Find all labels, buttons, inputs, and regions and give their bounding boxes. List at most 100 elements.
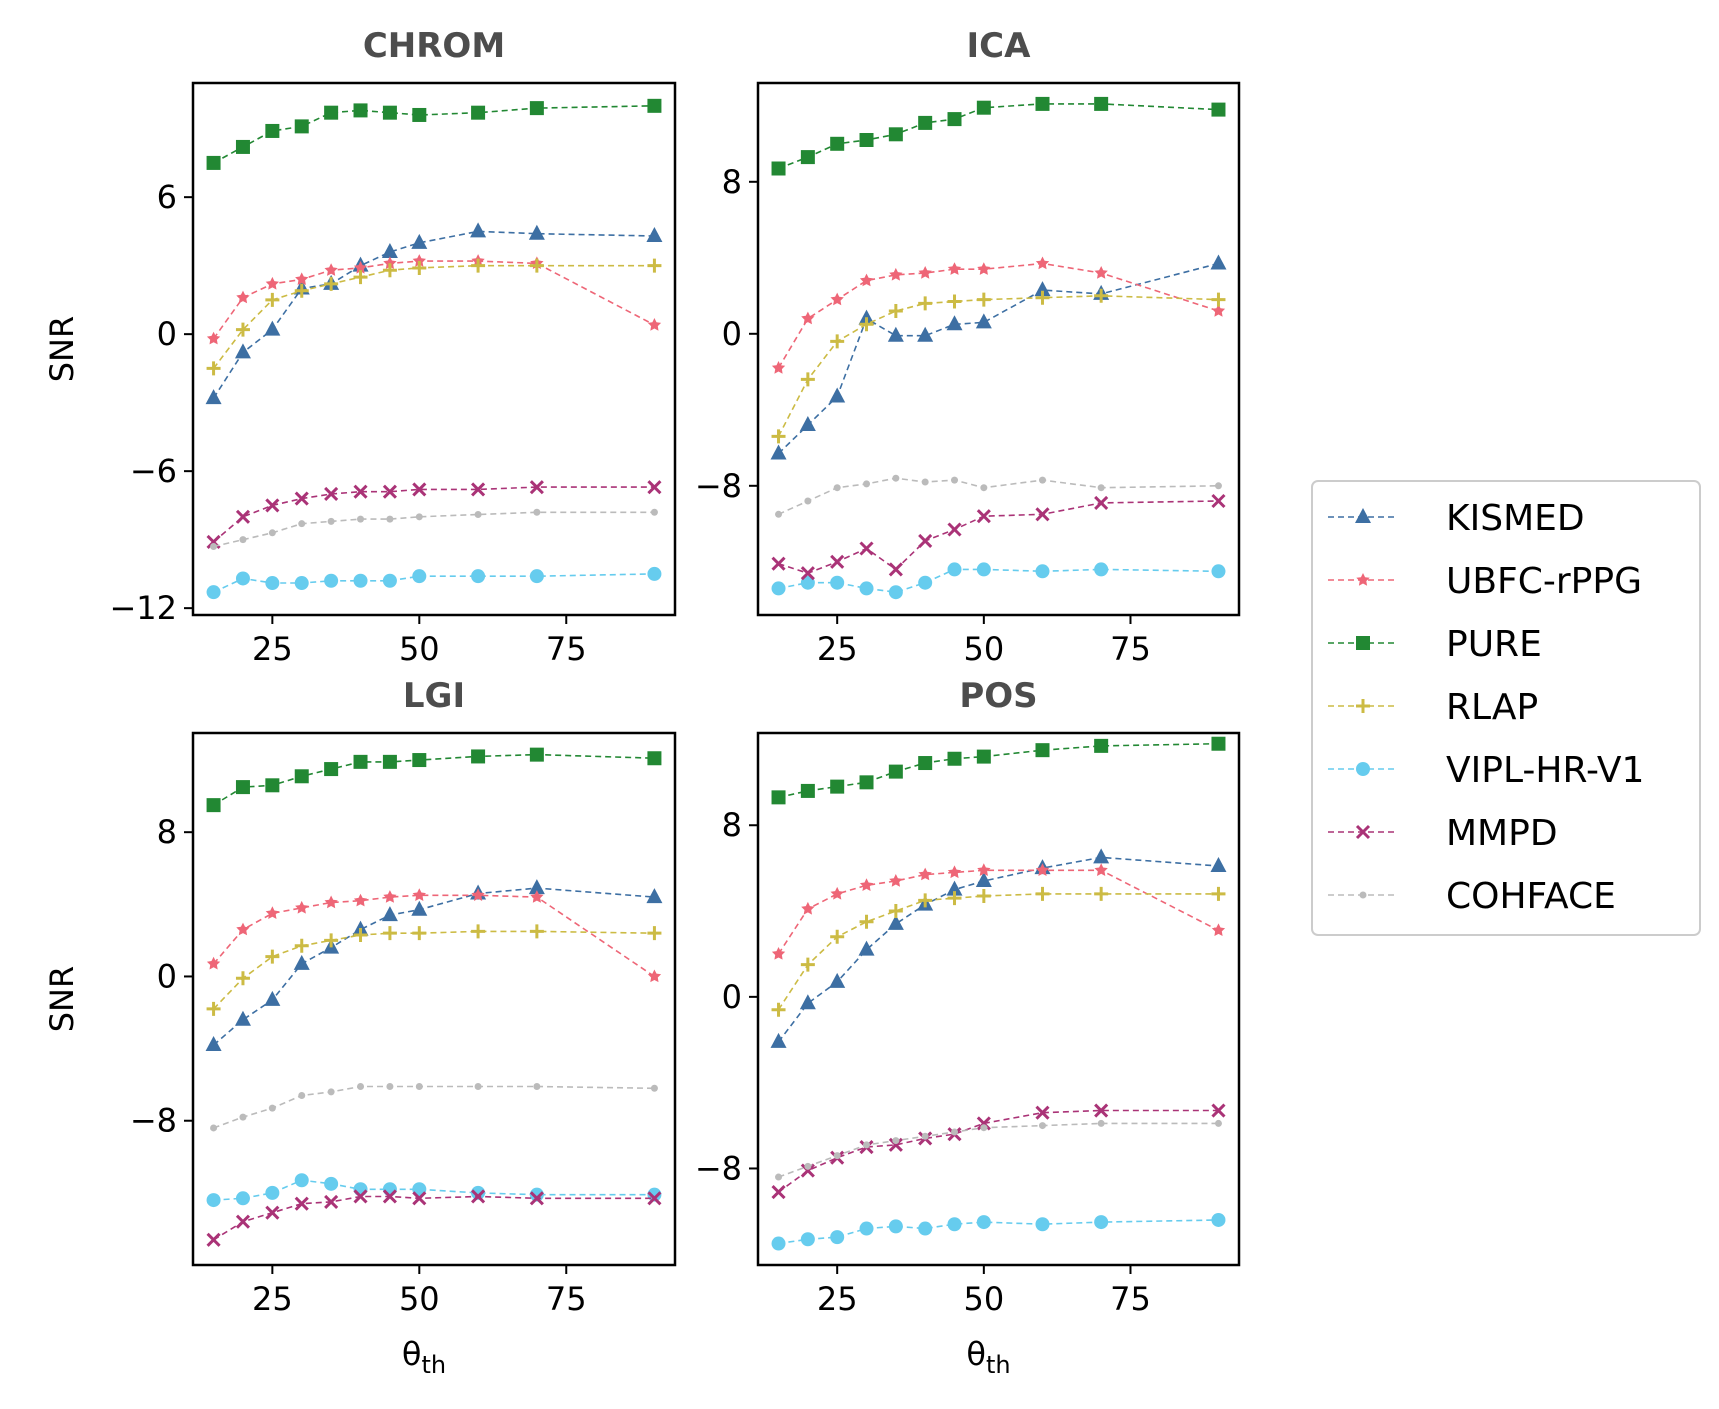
data-point-cohface-pos-40 [921,1132,929,1140]
data-point-ubfc-rppg-chrom-30 [295,272,309,285]
data-point-rlap-lgi-90 [647,926,662,941]
data-point-cohface-chrom-45 [386,515,394,523]
data-point-rlap-lgi-15 [206,1001,221,1016]
data-point-vipl-hr-v1-chrom-15 [206,585,221,600]
y-tick-label-ica-0: −8 [695,467,742,505]
y-tick-label-ica-1: 0 [722,315,742,353]
x-tick-label-ica-25: 25 [817,630,858,668]
data-point-cohface-chrom-70 [533,508,541,516]
panel-title-ica: ICA [967,26,1032,66]
legend-entry-vipl-hr-v1: VIPL-HR-V1 [1328,750,1644,791]
data-point-mmpd-pos-90 [1211,1103,1226,1118]
data-point-pure-ica-90 [1211,102,1226,117]
data-point-pure-ica-40 [918,115,933,130]
panel-title-chrom: CHROM [363,26,505,66]
series-line-ubfc-rppg-ica [777,262,1219,369]
data-point-pure-ica-45 [947,112,962,127]
panel-chrom: CHROM 25 50 75 −12 −6 0 6 SNR [43,26,677,668]
series-ubfc-rppg-lgi [206,888,662,983]
data-point-kismed-pos-35 [887,914,904,930]
y-tick-label-lgi-1: 0 [157,957,177,995]
data-point-pure-lgi-25 [265,778,280,793]
data-point-mmpd-ica-40 [918,533,933,548]
data-point-rlap-chrom-90 [647,258,662,273]
x-tick-label-lgi-25: 25 [252,1280,293,1318]
data-point-rlap-lgi-20 [235,971,250,986]
x-tick-label-lgi-50: 50 [399,1280,440,1318]
data-point-cohface-pos-60 [1038,1122,1046,1130]
legend-entry-ubfc-rppg: UBFC-rPPG [1328,561,1642,602]
data-point-cohface-ica-30 [863,480,871,488]
data-point-ubfc-rppg-chrom-25 [265,276,279,290]
data-point-pure-pos-70 [1094,738,1109,753]
data-point-ubfc-rppg-chrom-35 [324,263,338,276]
data-point-cohface-lgi-45 [386,1082,394,1090]
data-point-kismed-pos-15 [770,1032,787,1048]
legend-marker-cohface [1359,891,1367,899]
data-point-ubfc-rppg-pos-30 [859,878,874,891]
legend-box [1311,480,1701,936]
data-point-vipl-hr-v1-pos-15 [771,1236,786,1251]
series-vipl-hr-v1-ica [771,562,1226,600]
legend-entry-pure: PURE [1328,624,1542,665]
data-point-pure-lgi-70 [529,747,544,762]
data-point-vipl-hr-v1-ica-60 [1035,564,1050,579]
data-point-ubfc-rppg-ica-50 [977,262,991,275]
legend-label-rlap: RLAP [1446,687,1538,728]
data-point-ubfc-rppg-ica-20 [801,311,815,325]
data-point-rlap-chrom-60 [471,258,486,273]
data-point-ubfc-rppg-lgi-60 [471,888,485,901]
data-point-vipl-hr-v1-pos-60 [1035,1217,1050,1232]
data-point-cohface-lgi-25 [268,1104,276,1112]
data-point-kismed-pos-70 [1093,848,1110,864]
data-point-vipl-hr-v1-ica-20 [800,575,815,590]
data-point-cohface-lgi-20 [239,1113,247,1121]
data-point-kismed-lgi-70 [528,879,545,895]
series-rlap-lgi [206,924,662,1016]
data-point-pure-lgi-45 [382,754,397,769]
series-pure-lgi [206,747,662,813]
data-point-kismed-ica-45 [946,315,963,331]
data-point-rlap-ica-70 [1094,288,1109,303]
x-axis-label-main-pos: θ [966,1335,986,1373]
data-point-kismed-pos-50 [975,872,992,888]
data-point-mmpd-chrom-50 [412,482,427,497]
data-point-pure-pos-60 [1035,743,1050,758]
x-tick-label-lgi-75: 75 [546,1280,587,1318]
axes-frame-pos [756,731,1241,1267]
data-point-vipl-hr-v1-pos-30 [859,1221,874,1236]
data-point-ubfc-rppg-pos-60 [1035,863,1050,876]
data-point-pure-chrom-40 [353,103,368,118]
legend-label-ubfc-rppg: UBFC-rPPG [1446,561,1642,602]
legend-entry-kismed: KISMED [1328,498,1585,539]
data-point-mmpd-lgi-35 [324,1194,339,1209]
data-point-rlap-lgi-25 [265,949,280,964]
legend-entry-cohface: COHFACE [1328,876,1616,917]
data-point-kismed-chrom-50 [411,233,428,249]
legend-marker-pure [1356,636,1370,650]
data-point-cohface-pos-15 [775,1173,783,1181]
data-point-pure-ica-20 [800,150,815,165]
data-point-cohface-chrom-15 [210,543,218,551]
data-point-ubfc-rppg-lgi-30 [295,900,309,914]
data-point-mmpd-ica-35 [888,562,903,577]
data-point-mmpd-pos-35 [888,1137,903,1152]
panels-layer: CHROM 25 50 75 −12 −6 0 6 SNR ICA 25 50 75 −8 0 8 LGI 25 5… [43,26,1241,1379]
data-point-pure-pos-50 [976,749,991,764]
data-point-kismed-pos-90 [1210,857,1227,872]
data-point-kismed-chrom-15 [205,389,222,405]
data-point-vipl-hr-v1-pos-25 [830,1230,845,1245]
series-ubfc-rppg-pos [771,863,1226,960]
series-vipl-hr-v1-pos [771,1212,1226,1251]
data-point-cohface-ica-70 [1097,484,1105,492]
data-point-ubfc-rppg-pos-70 [1094,863,1108,876]
data-point-vipl-hr-v1-lgi-15 [206,1193,221,1208]
data-point-pure-chrom-50 [412,107,427,122]
series-mmpd-ica [771,493,1226,581]
data-point-ubfc-rppg-pos-50 [977,863,991,876]
series-line-kismed-ica [777,262,1219,455]
data-point-vipl-hr-v1-pos-40 [918,1221,933,1236]
data-point-mmpd-chrom-35 [324,486,339,502]
data-point-rlap-pos-60 [1035,886,1050,901]
series-ubfc-rppg-ica [771,256,1226,374]
